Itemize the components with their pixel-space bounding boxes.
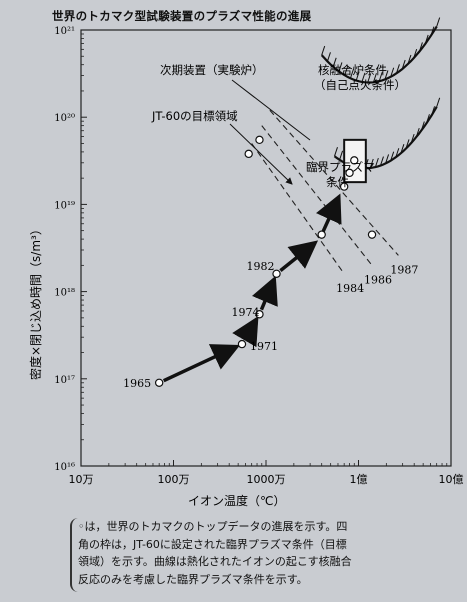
caption-line: 角の枠は，JT-60に設定された臨界プラズマ条件（目標 bbox=[78, 537, 347, 551]
y-tick-label: 10²⁰ bbox=[54, 113, 75, 124]
progress-arrow bbox=[316, 193, 342, 236]
ignition-curve-hatch bbox=[390, 67, 395, 77]
data-point bbox=[367, 230, 377, 239]
breakeven-curve-hatch bbox=[436, 97, 441, 107]
data-point-label: 1974 bbox=[231, 306, 259, 319]
data-point bbox=[244, 149, 253, 159]
breakeven-curve-hatch bbox=[415, 127, 420, 138]
breakeven-curve-hatch bbox=[425, 114, 430, 124]
breakeven-curve-hatch bbox=[400, 144, 405, 154]
annotation-label: 臨界プラズマ bbox=[306, 160, 375, 174]
data-point bbox=[317, 230, 326, 239]
data-point-label: 1965 bbox=[123, 377, 151, 390]
breakeven-curve-hatch bbox=[385, 154, 390, 164]
data-point bbox=[237, 339, 247, 349]
boundary-label-1987: 1987 bbox=[390, 263, 418, 276]
ignition-curve-hatch bbox=[367, 73, 372, 83]
ignition-curve-hatch bbox=[349, 69, 354, 79]
ignition-curve-hatch bbox=[321, 45, 326, 56]
ignition-curve-hatch bbox=[332, 57, 337, 67]
data-point bbox=[255, 310, 264, 319]
x-tick-label: 10億 bbox=[439, 473, 464, 486]
x-tick-label: 10万 bbox=[69, 473, 94, 486]
leader-line bbox=[229, 123, 293, 185]
ignition-curve-hatch bbox=[395, 64, 400, 74]
ignition-curve-hatch bbox=[355, 71, 360, 81]
boundary-line-1987 bbox=[269, 109, 399, 256]
breakeven-curve-hatch bbox=[410, 133, 415, 144]
annotation-label: 核融合炉条件 bbox=[318, 63, 387, 77]
y-axis-label: 密度×閉じ込め時間（s/m³） bbox=[28, 223, 43, 380]
x-axis-label: イオン温度（℃） bbox=[188, 493, 285, 508]
ignition-curve-hatch bbox=[338, 62, 343, 72]
x-tick-label: 1億 bbox=[350, 473, 368, 486]
breakeven-curve-hatch bbox=[395, 148, 400, 158]
data-point bbox=[345, 168, 354, 178]
data-point bbox=[255, 135, 264, 145]
y-tick-label: 10¹⁹ bbox=[54, 200, 75, 211]
boundary-line-1984 bbox=[251, 143, 345, 275]
boundary-label-1986: 1986 bbox=[364, 273, 392, 286]
ignition-curve-hatch bbox=[326, 52, 331, 62]
y-tick-label: 10¹⁶ bbox=[54, 462, 75, 473]
caption: ◦は，世界のトカマクのトップデータの進展を示す。四 角の枠は，JT-60に設定さ… bbox=[70, 518, 458, 592]
breakeven-curve-hatch bbox=[374, 157, 379, 168]
ignition-curve-hatch bbox=[407, 54, 412, 65]
annotation-label: 条件 bbox=[326, 175, 349, 189]
ignition-curve-hatch bbox=[378, 72, 383, 82]
data-point bbox=[339, 182, 349, 191]
breakeven-curve-hatch bbox=[379, 156, 384, 166]
caption-line: 領域）を示す。曲線は熱化されたイオンの起こす核融合 bbox=[78, 555, 352, 568]
ignition-curve-hatch bbox=[344, 66, 349, 76]
progress-arrow bbox=[251, 275, 278, 311]
caption-line: 反応のみを考慮した臨界プラズマ条件を示す。 bbox=[78, 572, 308, 586]
ignition-curve-hatch bbox=[401, 59, 406, 70]
plot-frame bbox=[80, 29, 452, 467]
ignition-curve-hatch bbox=[418, 42, 423, 52]
x-tick-label: 1000万 bbox=[247, 473, 286, 486]
caption-line: ◦は，世界のトカマクのトップデータの進展を示す。四 bbox=[78, 520, 348, 533]
progress-arrow bbox=[279, 240, 319, 273]
ignition-curve-hatch bbox=[430, 26, 435, 36]
data-point bbox=[272, 269, 281, 279]
ignition-curve-hatch bbox=[384, 70, 389, 80]
breakeven-curve-hatch bbox=[339, 150, 344, 160]
breakeven-curve-hatch bbox=[334, 147, 338, 157]
leader-line bbox=[231, 79, 311, 141]
breakeven-curve-hatch bbox=[431, 106, 436, 116]
ignition-curve-hatch bbox=[361, 72, 366, 83]
ignition-curve-hatch bbox=[424, 34, 429, 45]
data-point-label: 1982 bbox=[247, 260, 275, 273]
breakeven-curve-hatch bbox=[390, 151, 395, 161]
y-tick-label: 10¹⁸ bbox=[54, 288, 75, 299]
ignition-curve-hatch bbox=[436, 17, 441, 27]
data-point bbox=[154, 378, 164, 387]
chart-title: 世界のトカマク型試験装置のプラズマ性能の進展 bbox=[52, 9, 312, 23]
breakeven-curve-hatch bbox=[369, 158, 374, 169]
progress-arrow bbox=[162, 344, 241, 383]
annotation-label: 次期装置（実験炉） bbox=[160, 63, 264, 77]
x-tick-label: 100万 bbox=[158, 473, 190, 486]
breakeven-curve-hatch bbox=[405, 139, 410, 149]
boundary-label-1984: 1984 bbox=[336, 282, 364, 295]
ignition-curve-hatch bbox=[372, 73, 377, 83]
annotation-label: （自己点火条件） bbox=[314, 78, 406, 92]
ignition-curve-hatch bbox=[413, 48, 418, 59]
annotation-label: JT-60の目標領域 bbox=[151, 109, 238, 123]
progress-arrow bbox=[232, 315, 259, 348]
data-point bbox=[350, 156, 359, 165]
y-tick-label: 10²¹ bbox=[54, 26, 75, 37]
y-tick-label: 10¹⁷ bbox=[54, 375, 75, 386]
data-point-label: 1971 bbox=[250, 340, 278, 353]
breakeven-curve-hatch bbox=[420, 121, 425, 131]
